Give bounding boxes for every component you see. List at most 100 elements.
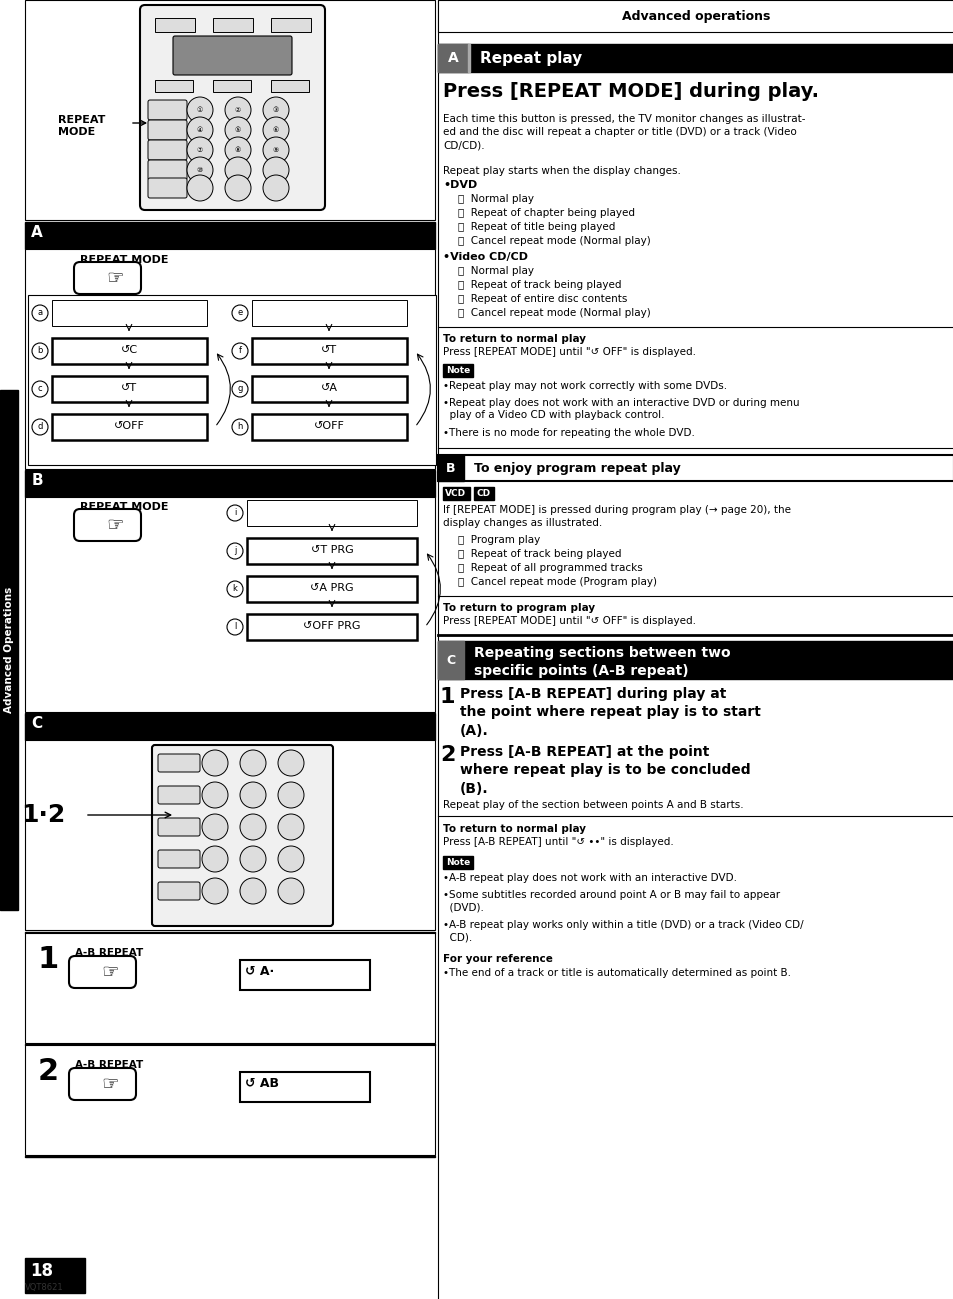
Circle shape	[202, 782, 228, 808]
Text: To enjoy program repeat play: To enjoy program repeat play	[474, 461, 680, 474]
Circle shape	[202, 878, 228, 904]
Text: •Repeat play may not work correctly with some DVDs.: •Repeat play may not work correctly with…	[442, 381, 726, 391]
Bar	[437, 640, 953, 679]
Bar	[252, 414, 407, 440]
Text: ☞: ☞	[101, 1074, 118, 1094]
Text: k: k	[233, 585, 237, 594]
Bar	[247, 538, 416, 564]
Bar	[25, 223, 50, 249]
Text: 18: 18	[30, 1263, 53, 1280]
Circle shape	[277, 878, 304, 904]
Bar	[25, 713, 435, 714]
Bar	[247, 500, 416, 526]
Circle shape	[277, 750, 304, 776]
Text: •DVD: •DVD	[442, 181, 476, 190]
Bar	[52, 375, 207, 401]
Text: A: A	[447, 51, 457, 65]
Bar	[25, 0, 435, 220]
Circle shape	[232, 420, 248, 435]
Circle shape	[225, 136, 251, 162]
Text: B: B	[446, 461, 456, 474]
Text: ⑩: ⑩	[196, 168, 203, 173]
FancyBboxPatch shape	[74, 262, 141, 294]
Circle shape	[225, 117, 251, 143]
Circle shape	[263, 175, 289, 201]
Text: To return to normal play: To return to normal play	[442, 334, 585, 344]
Bar	[25, 714, 50, 740]
Text: ⓕ  Repeat of track being played: ⓕ Repeat of track being played	[457, 281, 620, 290]
FancyBboxPatch shape	[148, 160, 187, 181]
Bar	[25, 933, 435, 1043]
Text: •Video CD/CD: •Video CD/CD	[442, 252, 527, 262]
Bar	[437, 455, 953, 481]
Text: A-B REPEAT: A-B REPEAT	[75, 1060, 143, 1070]
Bar	[25, 1257, 85, 1293]
Bar	[213, 81, 251, 92]
Text: ⑦: ⑦	[196, 147, 203, 153]
Text: g: g	[237, 385, 242, 394]
Text: h: h	[237, 422, 242, 431]
Text: ↺ AB: ↺ AB	[245, 1077, 278, 1090]
Bar	[0, 390, 18, 911]
Text: f: f	[238, 346, 241, 355]
Text: ③: ③	[273, 107, 279, 113]
Text: 1: 1	[439, 687, 455, 707]
Bar	[25, 249, 435, 469]
Circle shape	[32, 305, 48, 321]
FancyBboxPatch shape	[158, 818, 200, 837]
Bar	[437, 455, 463, 481]
Circle shape	[227, 620, 243, 635]
Circle shape	[277, 814, 304, 840]
Bar	[271, 81, 309, 92]
Bar	[25, 472, 50, 498]
Text: ⓚ  Repeat of all programmed tracks: ⓚ Repeat of all programmed tracks	[457, 562, 642, 573]
Text: CD: CD	[476, 488, 491, 498]
FancyBboxPatch shape	[158, 882, 200, 900]
Text: Repeating sections between two
specific points (A-B repeat): Repeating sections between two specific …	[474, 646, 730, 678]
Circle shape	[232, 305, 248, 321]
Bar	[247, 575, 416, 601]
Text: Advanced operations: Advanced operations	[621, 9, 769, 22]
Circle shape	[225, 157, 251, 183]
Bar	[474, 487, 494, 500]
Circle shape	[240, 750, 266, 776]
Text: ⑧: ⑧	[234, 147, 241, 153]
Text: i: i	[233, 508, 236, 517]
Text: C: C	[446, 653, 456, 666]
Circle shape	[187, 136, 213, 162]
Circle shape	[263, 97, 289, 123]
Bar	[468, 44, 470, 71]
Text: •Some subtitles recorded around point A or B may fail to appear
  (DVD).: •Some subtitles recorded around point A …	[442, 890, 780, 912]
Bar	[52, 338, 207, 364]
Text: ⓘ  Cancel repeat mode (Program play): ⓘ Cancel repeat mode (Program play)	[457, 577, 657, 587]
Circle shape	[187, 97, 213, 123]
Text: VCD: VCD	[445, 488, 466, 498]
Text: ⓘ  Program play: ⓘ Program play	[457, 535, 539, 546]
Text: •There is no mode for repeating the whole DVD.: •There is no mode for repeating the whol…	[442, 427, 694, 438]
Circle shape	[227, 543, 243, 559]
Text: ↺OFF PRG: ↺OFF PRG	[303, 621, 360, 631]
Text: ↺A PRG: ↺A PRG	[310, 583, 354, 594]
Text: l: l	[233, 622, 236, 631]
Circle shape	[240, 846, 266, 872]
Circle shape	[263, 117, 289, 143]
Bar	[442, 487, 470, 500]
Circle shape	[187, 157, 213, 183]
Text: Repeat play of the section between points A and B starts.: Repeat play of the section between point…	[442, 800, 742, 811]
Text: c: c	[38, 385, 42, 394]
Text: ↺ A·: ↺ A·	[245, 965, 274, 978]
Circle shape	[32, 420, 48, 435]
Text: ↺T PRG: ↺T PRG	[311, 546, 353, 555]
Text: ↺A: ↺A	[320, 383, 337, 394]
Bar	[252, 375, 407, 401]
Text: Repeat play: Repeat play	[479, 51, 581, 65]
FancyBboxPatch shape	[158, 753, 200, 772]
Text: ↺OFF: ↺OFF	[113, 421, 144, 431]
Text: ↺T: ↺T	[320, 346, 336, 355]
FancyBboxPatch shape	[69, 956, 136, 989]
FancyBboxPatch shape	[148, 100, 187, 120]
Text: Note: Note	[445, 365, 470, 374]
FancyBboxPatch shape	[158, 786, 200, 804]
Text: To return to normal play: To return to normal play	[442, 824, 585, 834]
FancyBboxPatch shape	[148, 120, 187, 140]
